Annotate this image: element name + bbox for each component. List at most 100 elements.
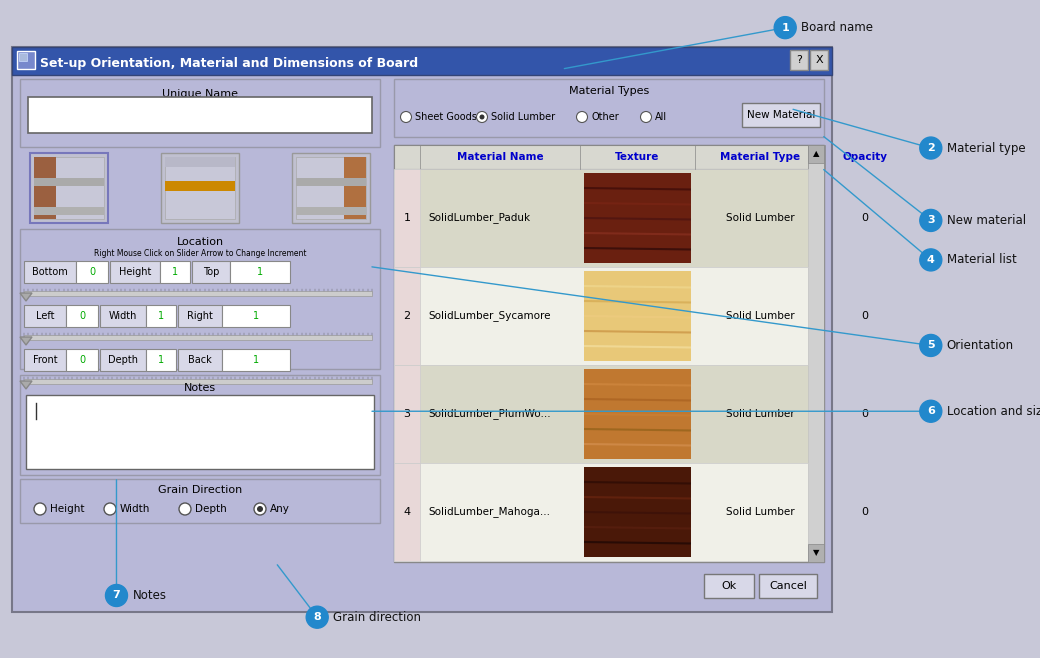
Circle shape	[919, 400, 942, 422]
FancyArrow shape	[20, 381, 32, 389]
Bar	[394, 145, 824, 562]
Circle shape	[34, 503, 46, 515]
Bar	[394, 365, 808, 463]
Bar	[161, 153, 239, 223]
Bar	[24, 335, 372, 340]
Bar	[34, 207, 104, 215]
Text: 1: 1	[404, 213, 411, 223]
Text: Notes: Notes	[184, 383, 216, 393]
Text: Cancel: Cancel	[769, 581, 807, 591]
Text: Right Mouse Click on Slider Arrow to Change Increment: Right Mouse Click on Slider Arrow to Cha…	[94, 249, 306, 258]
Text: Height: Height	[119, 267, 151, 277]
Bar	[100, 305, 146, 327]
Text: Left: Left	[35, 311, 54, 321]
Bar	[808, 145, 824, 562]
Text: Location: Location	[177, 237, 224, 247]
Bar	[704, 574, 754, 598]
Text: Top: Top	[203, 267, 219, 277]
Text: SolidLumber_Paduk: SolidLumber_Paduk	[428, 213, 530, 224]
Bar	[76, 261, 108, 283]
Bar	[20, 479, 380, 523]
Bar	[394, 79, 824, 137]
Text: ▼: ▼	[812, 549, 820, 557]
Text: Back: Back	[188, 355, 212, 365]
Bar	[26, 395, 374, 469]
Text: Any: Any	[270, 504, 290, 514]
Text: SolidLumber_PlumWo...: SolidLumber_PlumWo...	[428, 409, 550, 419]
Bar	[222, 349, 290, 371]
Text: 4: 4	[404, 507, 411, 517]
Bar	[146, 349, 176, 371]
Bar	[810, 50, 828, 70]
Text: 2: 2	[927, 143, 935, 153]
Circle shape	[919, 334, 942, 357]
Bar	[222, 305, 290, 327]
Text: ?: ?	[796, 55, 802, 65]
Text: Ok: Ok	[722, 581, 736, 591]
Text: All: All	[655, 112, 667, 122]
Bar	[110, 261, 160, 283]
Bar	[808, 544, 824, 562]
Bar	[296, 157, 366, 219]
Bar	[24, 261, 76, 283]
Bar	[759, 574, 817, 598]
FancyArrow shape	[20, 337, 32, 345]
Text: 8: 8	[313, 612, 321, 622]
Circle shape	[105, 584, 128, 607]
Bar	[344, 157, 366, 219]
Text: 5: 5	[927, 340, 935, 351]
Bar	[160, 261, 190, 283]
Text: Material type: Material type	[946, 141, 1025, 155]
Circle shape	[104, 503, 116, 515]
Text: Board name: Board name	[801, 21, 874, 34]
Bar	[584, 271, 691, 361]
Text: 0: 0	[861, 409, 868, 419]
Text: Set-up Orientation, Material and Dimensions of Board: Set-up Orientation, Material and Dimensi…	[40, 57, 418, 70]
Bar	[178, 305, 222, 327]
Bar	[24, 305, 66, 327]
Text: Location and size of board: Location and size of board	[946, 405, 1040, 418]
Bar	[296, 207, 366, 215]
Bar	[30, 153, 108, 223]
Text: X: X	[815, 55, 823, 65]
Bar	[165, 157, 235, 219]
Text: 3: 3	[927, 215, 935, 226]
Bar	[28, 97, 372, 133]
Text: 1: 1	[158, 311, 164, 321]
Text: 0: 0	[861, 311, 868, 321]
Text: Opacity: Opacity	[842, 152, 887, 162]
Text: Solid Lumber: Solid Lumber	[491, 112, 555, 122]
Bar	[584, 467, 691, 557]
Text: 7: 7	[112, 590, 121, 601]
Bar	[24, 349, 66, 371]
Text: Material list: Material list	[946, 253, 1016, 266]
Bar	[394, 463, 420, 561]
Circle shape	[641, 111, 651, 122]
Bar	[292, 153, 370, 223]
Text: Right: Right	[187, 311, 213, 321]
Text: Solid Lumber: Solid Lumber	[726, 311, 795, 321]
Circle shape	[576, 111, 588, 122]
Bar	[17, 51, 35, 69]
Bar	[808, 145, 824, 163]
Bar	[394, 169, 808, 267]
Text: Solid Lumber: Solid Lumber	[726, 507, 795, 517]
FancyArrow shape	[20, 293, 32, 301]
Text: 1: 1	[253, 355, 259, 365]
Bar	[394, 267, 808, 365]
Text: New material: New material	[946, 214, 1025, 227]
Text: 0: 0	[79, 311, 85, 321]
Bar	[165, 181, 235, 191]
Circle shape	[919, 209, 942, 232]
Bar	[19, 53, 27, 61]
Bar	[165, 157, 235, 167]
Circle shape	[257, 506, 263, 512]
Bar	[20, 375, 380, 475]
Circle shape	[400, 111, 412, 122]
Bar	[178, 349, 222, 371]
Bar	[20, 229, 380, 369]
Bar	[192, 261, 230, 283]
Text: 4: 4	[927, 255, 935, 265]
Bar	[100, 349, 146, 371]
Bar	[790, 50, 808, 70]
